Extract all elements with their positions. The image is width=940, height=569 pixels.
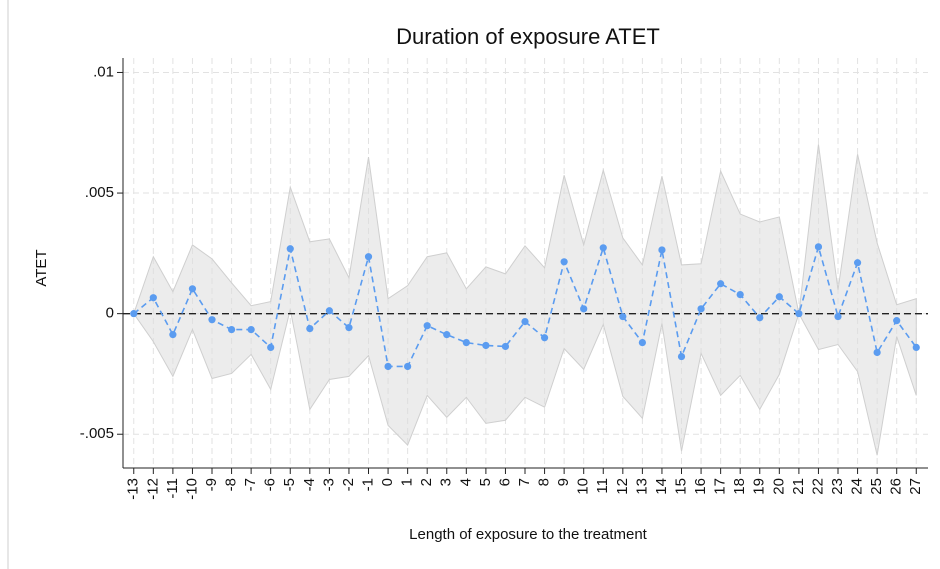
x-tick-label: 13 [633,478,650,495]
x-tick-label: -8 [223,478,240,491]
estimate-point [404,362,412,371]
estimate-point [188,285,197,293]
estimate-point [619,312,627,321]
estimate-point [227,325,236,334]
x-tick-label: 25 [868,478,885,495]
estimate-point [677,352,686,361]
estimate-point [599,244,607,252]
x-tick-label: 6 [496,478,513,486]
x-tick-label: -11 [164,478,181,499]
x-tick-label: 7 [516,478,533,486]
estimate-point [560,258,568,266]
y-tick-label: .005 [85,184,114,201]
estimate-point [423,322,431,330]
chart-title: Duration of exposure ATET [396,24,660,49]
x-tick-label: 12 [614,478,631,495]
x-tick-label: 22 [809,478,826,495]
estimate-point [267,343,275,352]
estimate-point [814,243,823,251]
estimate-point [717,280,725,288]
estimate-point [345,324,353,332]
x-tick-label: 19 [751,478,768,495]
x-tick-label: -7 [242,478,259,491]
x-tick-label: 20 [770,478,787,495]
estimate-point [462,338,470,347]
x-tick-label: 15 [672,478,689,495]
y-tick-label: .01 [93,63,114,80]
x-tick-label: -2 [340,478,357,491]
estimate-point [364,253,373,261]
x-tick-label: 2 [418,478,435,486]
estimate-point [247,325,255,334]
estimate-point [286,245,294,253]
estimate-point [834,312,842,321]
x-tick-label: 11 [594,478,611,494]
estimate-point [736,290,744,299]
estimate-point [580,305,588,313]
x-tick-label: 4 [457,478,474,486]
x-tick-label: -4 [301,478,318,491]
estimate-point [658,246,666,254]
estimate-point [130,310,138,318]
x-axis-label: Length of exposure to the treatment [409,526,647,543]
estimate-point [756,314,764,322]
estimate-point [873,348,881,357]
x-tick-label: 17 [712,478,729,495]
estimate-point [912,343,920,352]
estimate-point [306,325,314,333]
x-tick-label: 10 [575,478,592,495]
estimate-point [325,307,333,315]
x-tick-label: 26 [888,478,905,495]
estimate-line [133,243,917,368]
x-tick-label: 9 [555,478,572,486]
x-tick-label: 16 [692,478,709,495]
x-tick-label: 21 [790,478,807,495]
estimate-point [775,293,783,301]
x-tick-label: 24 [849,478,866,495]
x-tick-label: 18 [731,478,748,495]
estimate-point [540,334,549,342]
estimate-point [443,331,451,339]
x-tick-label: 27 [907,478,924,495]
estimate-point [697,305,705,313]
estimate-point [795,310,803,318]
x-tick-label: 8 [536,478,553,486]
estimate-point [169,331,177,339]
estimate-point [638,338,646,347]
x-tick-label: -1 [359,478,376,491]
x-tick-label: 23 [829,478,846,495]
y-axis-label: ATET [33,249,50,286]
x-tick-label: -5 [281,478,298,491]
estimate-point [482,341,490,350]
estimate-point [893,317,901,325]
x-tick-label: -6 [262,478,279,491]
y-tick-label: -.005 [80,425,114,442]
x-tick-label: 3 [438,478,455,486]
x-tick-label: -10 [183,478,200,500]
estimate-point [853,259,862,267]
x-tick-label: 1 [399,478,416,486]
estimate-point [501,342,510,351]
estimate-point [208,316,216,324]
x-tick-label: -12 [144,478,161,500]
x-tick-label: 14 [653,478,670,495]
y-tick-label: 0 [106,305,114,322]
x-tick-label: 0 [379,478,396,486]
x-tick-label: -13 [125,478,142,500]
x-tick-label: 5 [477,478,494,486]
estimate-point [384,362,392,371]
estimate-point [521,318,529,326]
x-tick-label: -9 [203,478,220,491]
estimate-point [149,294,157,302]
x-tick-label: -3 [320,478,337,491]
